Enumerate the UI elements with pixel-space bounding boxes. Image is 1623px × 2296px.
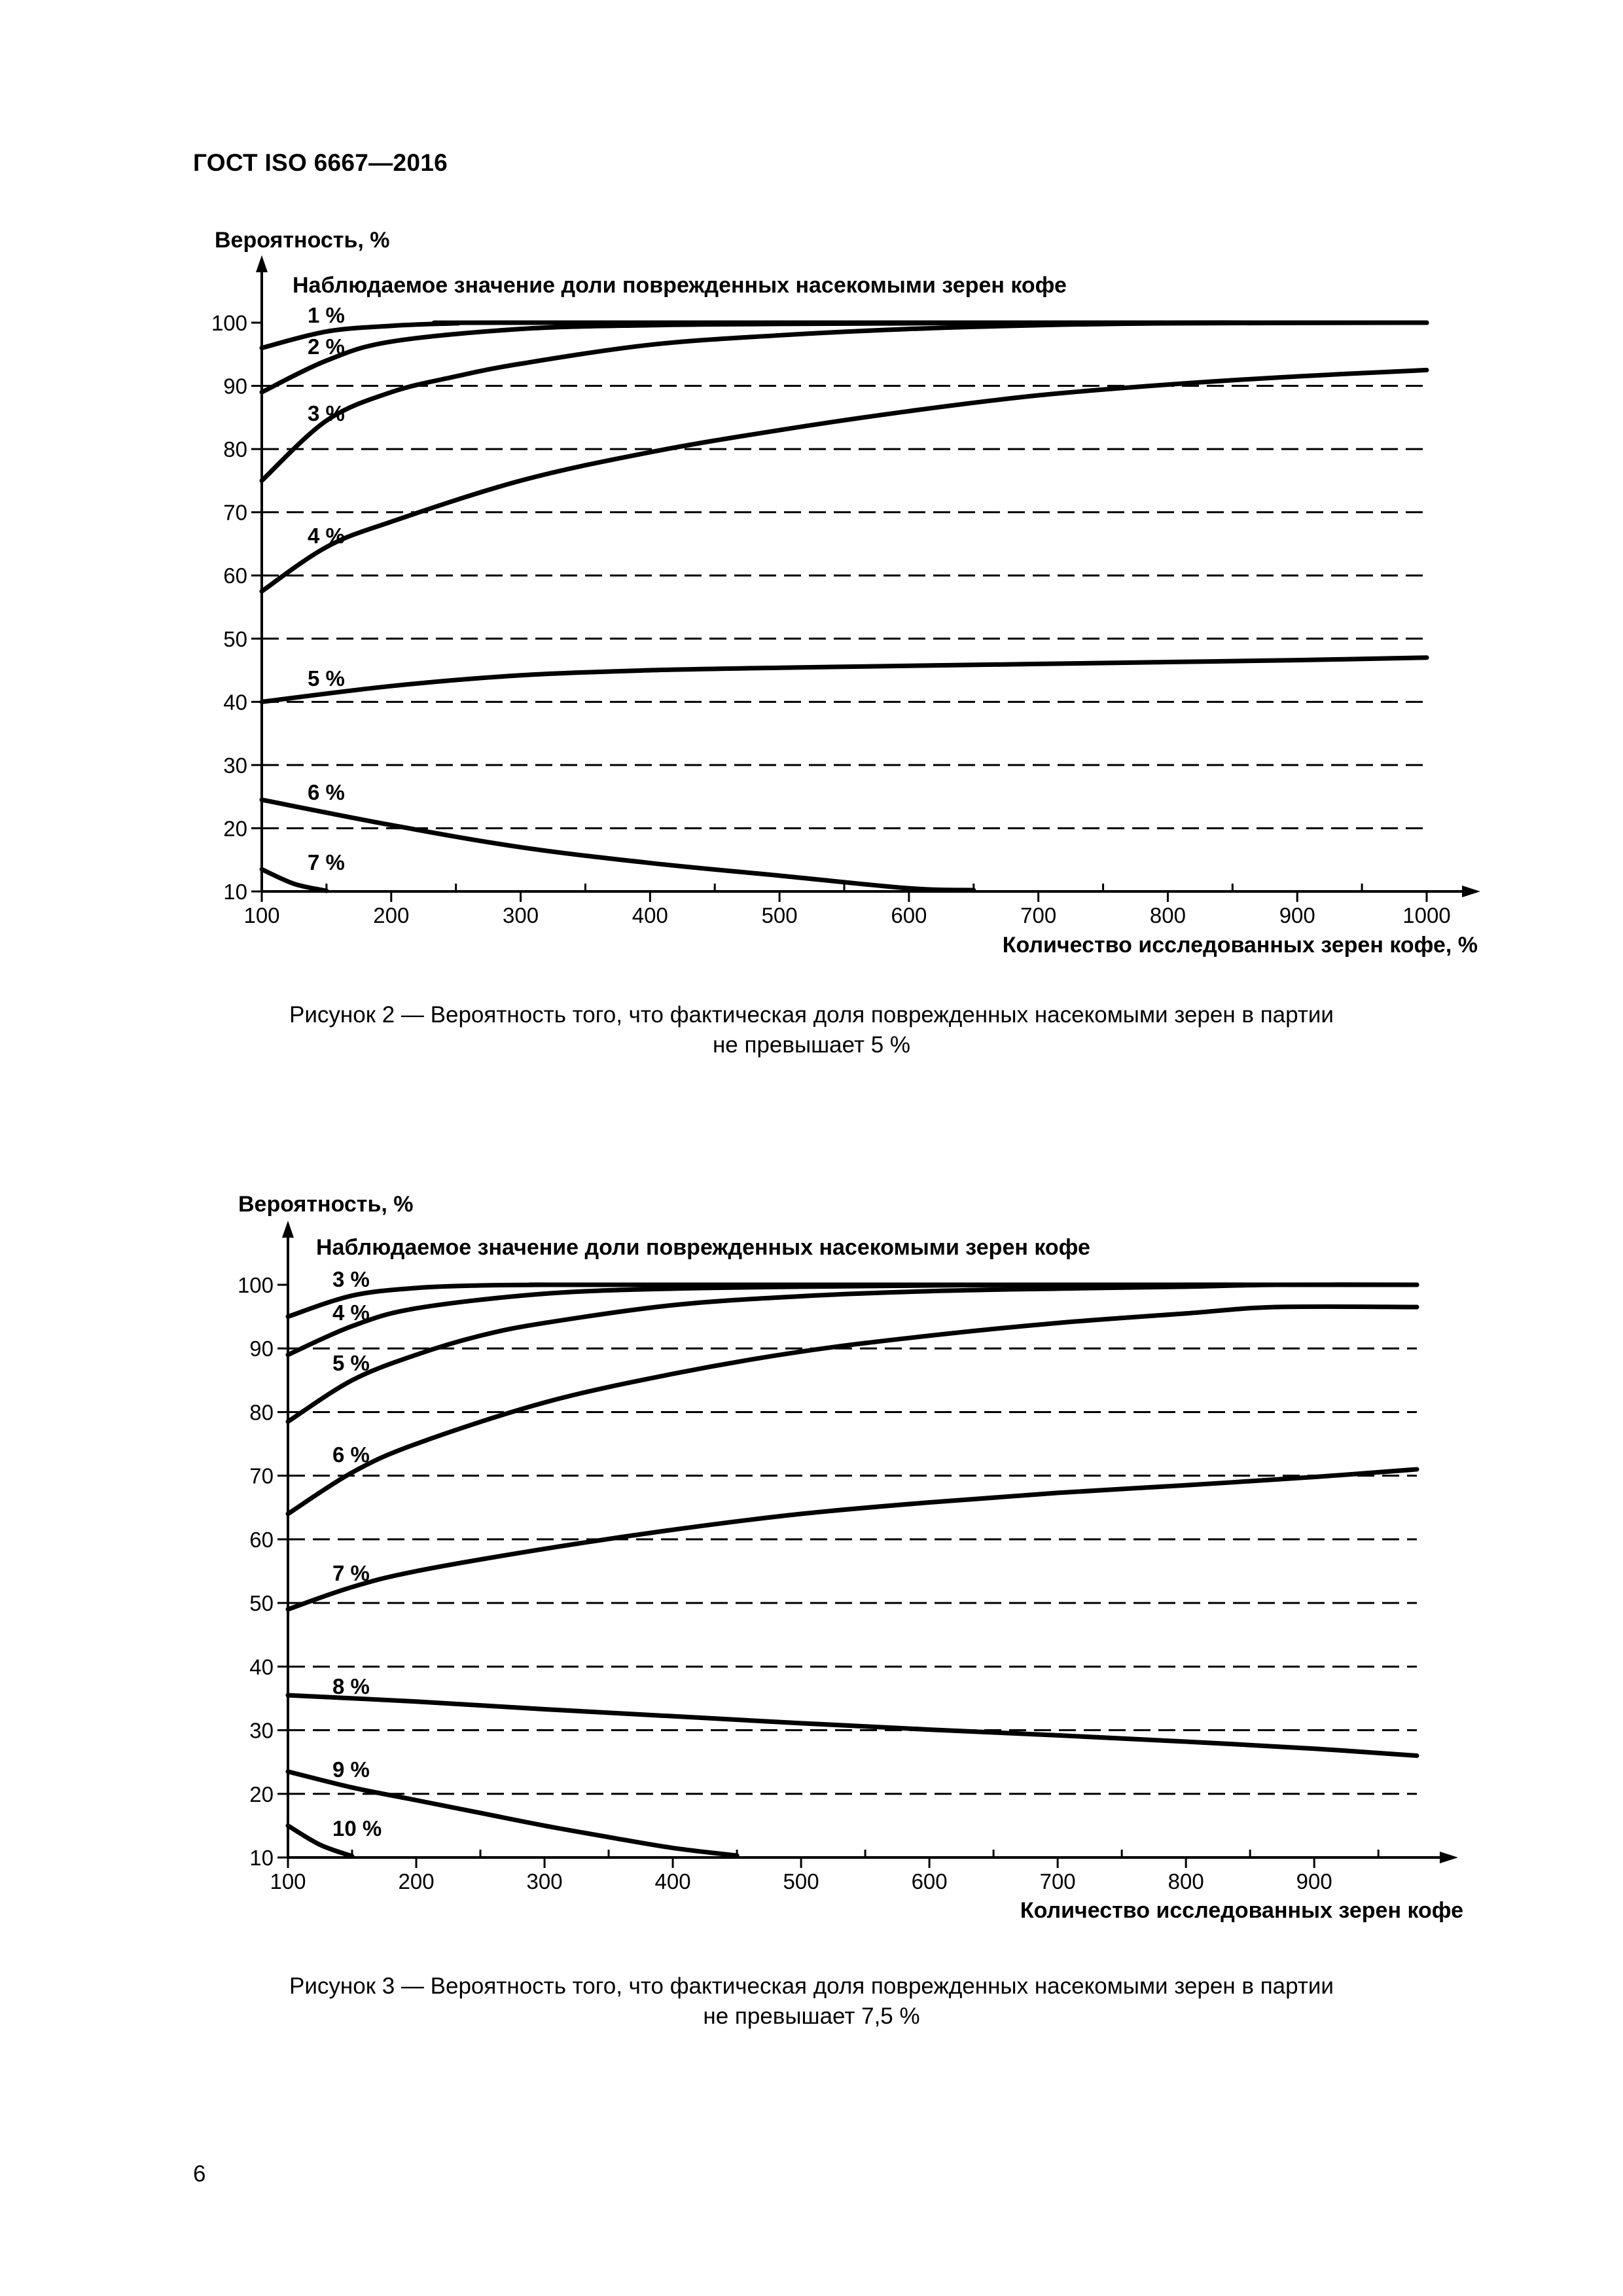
figure-2-caption: Рисунок 2 — Вероятность того, что фактич…: [0, 1000, 1623, 1060]
x-axis-arrow-icon: [1440, 1852, 1458, 1863]
caption-line-1: Рисунок 3 — Вероятность того, что фактич…: [289, 1973, 1334, 1999]
series-label: 7 %: [308, 850, 345, 874]
y-tick-label: 90: [223, 374, 247, 399]
series-label: 1 %: [308, 303, 345, 327]
y-tick-label: 90: [249, 1336, 274, 1361]
x-tick-label: 600: [891, 903, 927, 927]
x-tick-label: 300: [503, 903, 539, 927]
x-tick-label: 700: [1020, 903, 1056, 927]
figure-3: 10 20 30 40 50 60 70 80 90 100 100 200 300 400 500 600 7…: [238, 1192, 1463, 1923]
series-line: [259, 655, 1429, 704]
y-tick-label: 50: [223, 627, 247, 651]
x-tick-label: 400: [632, 903, 668, 927]
legend-title: Наблюдаемое значение доли поврежденных н…: [293, 273, 1067, 298]
series-line: [285, 1823, 355, 1859]
series-label: 2 %: [308, 334, 345, 359]
x-tick-label: 600: [912, 1869, 948, 1893]
y-tick-label: 20: [223, 816, 247, 840]
series-label: 9 %: [332, 1757, 370, 1782]
y-tick-label: 60: [223, 564, 247, 588]
caption-line-2: не превышает 7,5 %: [703, 2003, 920, 2029]
series-line: [285, 1282, 1419, 1424]
x-tick-label: 400: [655, 1869, 691, 1893]
series-label: 4 %: [332, 1300, 370, 1325]
y-tick-label: 40: [223, 690, 247, 714]
y-tick-label: 60: [249, 1528, 274, 1552]
x-tick-label: 900: [1296, 1869, 1332, 1893]
series-label: 6 %: [308, 780, 345, 804]
y-tick-label: 50: [249, 1591, 274, 1615]
x-tick-label: 500: [762, 903, 798, 927]
series-label: 3 %: [308, 401, 345, 425]
chart-figure-2: 10 20 30 40 50 60 70 80 90 100 100 200 300 400 500 600 7…: [211, 228, 1480, 958]
y-tick-label: 40: [249, 1655, 274, 1679]
x-tick-label: 300: [527, 1869, 563, 1893]
y-tick-label: 80: [249, 1400, 274, 1424]
x-tick-label: 800: [1168, 1869, 1204, 1893]
series-label: 4 %: [308, 524, 345, 548]
series-line: [285, 1693, 1419, 1758]
y-axis-arrow-icon: [256, 255, 268, 272]
y-tick-label: 100: [211, 311, 247, 335]
caption-line-2: не превышает 5 %: [712, 1032, 911, 1058]
series-line: [259, 367, 1429, 594]
y-tick-label: 80: [223, 437, 247, 461]
x-tick-label: 700: [1040, 1869, 1076, 1893]
series-label: 7 %: [332, 1561, 370, 1585]
y-tick-label: 70: [223, 501, 247, 525]
series-line: [259, 797, 976, 893]
y-axis-title: Вероятность, %: [215, 228, 389, 253]
chart-figure-3: 10 20 30 40 50 60 70 80 90 100 100 200 300 400 500 600 7…: [238, 1192, 1463, 1923]
x-axis-title: Количество исследованных зерен кофе, %: [1003, 933, 1478, 958]
figure-3-caption: Рисунок 3 — Вероятность того, что фактич…: [0, 1971, 1623, 2032]
series-label: 10 %: [332, 1816, 382, 1840]
series-line: [259, 320, 1429, 483]
series-line: [285, 1467, 1419, 1612]
x-tick-label: 800: [1150, 903, 1186, 927]
series-line: [285, 1769, 740, 1858]
series-label: 6 %: [332, 1443, 370, 1467]
series-label: 8 %: [332, 1674, 370, 1698]
x-tick-label: 200: [398, 1869, 434, 1893]
y-axis-arrow-icon: [282, 1221, 294, 1238]
x-tick-label: 100: [243, 903, 279, 927]
caption-line-1: Рисунок 2 — Вероятность того, что фактич…: [289, 1002, 1334, 1028]
series-label: 5 %: [332, 1351, 370, 1375]
page-number: 6: [193, 2161, 206, 2187]
series-line: [285, 1304, 1419, 1516]
y-tick-label: 30: [223, 753, 247, 778]
series-label: 3 %: [332, 1267, 370, 1291]
y-tick-label: 10: [223, 880, 247, 904]
y-tick-label: 30: [249, 1719, 274, 1743]
x-tick-label: 900: [1279, 903, 1315, 927]
x-tick-label: 100: [270, 1869, 306, 1893]
y-tick-label: 70: [249, 1464, 274, 1488]
y-tick-label: 100: [238, 1273, 274, 1297]
legend-title: Наблюдаемое значение доли поврежденных н…: [316, 1235, 1090, 1260]
x-axis-title: Количество исследованных зерен кофе: [1020, 1898, 1463, 1923]
x-axis-arrow-icon: [1462, 886, 1480, 897]
x-tick-label: 1000: [1402, 903, 1450, 927]
y-tick-label: 20: [249, 1782, 274, 1806]
y-axis-title: Вероятность, %: [238, 1192, 413, 1217]
series-label: 5 %: [308, 666, 345, 691]
x-tick-label: 500: [783, 1869, 819, 1893]
y-tick-label: 10: [249, 1846, 274, 1870]
figure-2: 10 20 30 40 50 60 70 80 90 100 100 200 300 400 500 600 7…: [0, 0, 1623, 1047]
document-header: ГОСТ ISO 6667—2016: [193, 149, 448, 176]
x-tick-label: 200: [373, 903, 409, 927]
series-line: [285, 1282, 1419, 1357]
series-line: [259, 867, 329, 893]
